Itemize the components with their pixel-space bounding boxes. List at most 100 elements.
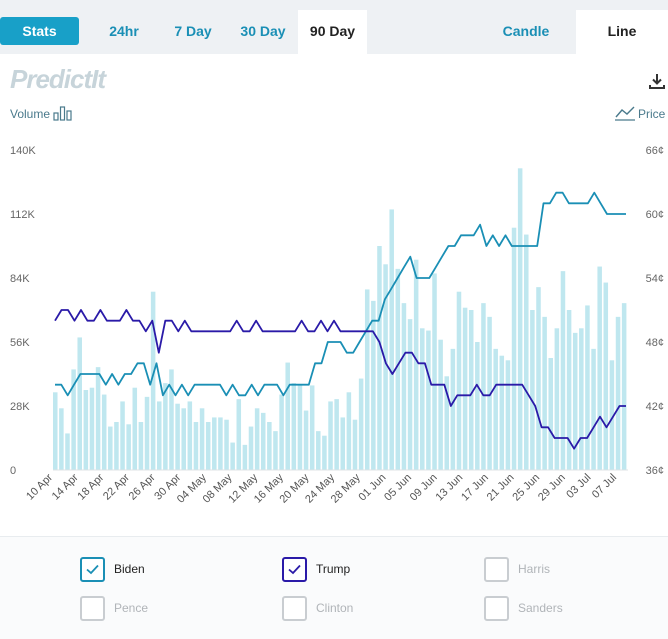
volume-bar bbox=[59, 408, 64, 470]
price-lines bbox=[54, 191, 626, 450]
volume-bar bbox=[199, 408, 205, 470]
volume-bar bbox=[285, 362, 290, 470]
volume-bar bbox=[603, 282, 609, 470]
volume-bar bbox=[101, 394, 107, 470]
candidate-legend: Biden Trump Harris Pence Clinton Sanders bbox=[0, 536, 668, 639]
volume-bar bbox=[358, 378, 364, 470]
volume-bar bbox=[542, 316, 547, 470]
volume-bar bbox=[511, 227, 517, 470]
download-icon[interactable] bbox=[648, 72, 666, 90]
volume-bar bbox=[615, 316, 621, 470]
volume-bar bbox=[413, 259, 419, 470]
volume-bar bbox=[566, 310, 572, 470]
volume-bar bbox=[260, 412, 266, 470]
volume-bar bbox=[150, 291, 156, 470]
volume-bar bbox=[144, 396, 150, 470]
tab-30-day[interactable]: 30 Day bbox=[240, 23, 286, 39]
volume-axis-label: Volume bbox=[10, 107, 51, 121]
volume-bar bbox=[560, 271, 566, 470]
x-axis-tick-label: 05 Jun bbox=[382, 472, 414, 504]
volume-bar bbox=[77, 337, 82, 470]
volume-bar bbox=[517, 168, 523, 470]
x-axis-tick-label: 10 Apr bbox=[24, 471, 55, 502]
volume-bar bbox=[481, 303, 486, 470]
left-axis-tick-label: 112K bbox=[10, 209, 36, 221]
volume-bar bbox=[212, 417, 217, 470]
clinton-checkbox[interactable] bbox=[282, 596, 307, 621]
volume-bar bbox=[254, 408, 260, 470]
volume-bar bbox=[291, 383, 297, 470]
volume-bar bbox=[395, 268, 401, 470]
tab-candle[interactable]: Candle bbox=[502, 23, 550, 39]
volume-bar bbox=[371, 300, 376, 470]
x-axis-tick-label: 03 Jul bbox=[564, 472, 593, 501]
sanders-checkbox[interactable] bbox=[484, 596, 509, 621]
volume-bar bbox=[456, 291, 462, 470]
harris-checkbox[interactable] bbox=[484, 557, 509, 582]
volume-bar bbox=[389, 209, 394, 470]
legend-label-biden: Biden bbox=[114, 562, 145, 576]
volume-bar bbox=[487, 316, 492, 470]
volume-bar bbox=[120, 401, 125, 470]
volume-bar bbox=[530, 310, 535, 470]
volume-bar bbox=[187, 401, 193, 470]
volume-bar bbox=[108, 426, 113, 470]
biden-checkbox[interactable] bbox=[80, 557, 105, 582]
tab-7-day[interactable]: 7 Day bbox=[174, 23, 212, 39]
volume-bar bbox=[462, 307, 468, 470]
volume-bar bbox=[316, 431, 321, 470]
legend-label-pence: Pence bbox=[114, 601, 149, 615]
volume-bar bbox=[83, 390, 89, 470]
volume-bar bbox=[450, 348, 456, 470]
volume-bar bbox=[169, 369, 174, 470]
volume-bar bbox=[224, 419, 229, 470]
volume-bar bbox=[524, 234, 529, 470]
x-axis-tick-label: 29 Jun bbox=[536, 472, 568, 504]
right-axis-tick-label: 36¢ bbox=[646, 465, 664, 477]
volume-bar bbox=[444, 376, 450, 470]
volume-bar bbox=[438, 339, 443, 470]
tab-90-day[interactable]: 90 Day bbox=[298, 10, 367, 54]
legend-label-sanders: Sanders bbox=[518, 601, 563, 615]
volume-bar bbox=[505, 360, 511, 470]
volume-bar bbox=[468, 310, 474, 470]
trump-checkbox[interactable] bbox=[282, 557, 307, 582]
x-axis-tick-label: 07 Jul bbox=[590, 472, 619, 501]
x-axis-tick-label: 21 Jun bbox=[485, 472, 517, 504]
price-volume-chart: 0 28K 56K 84K 112K 140K 36¢ 42¢ 48¢ 54¢ 60¢ 66¢ 10… bbox=[10, 145, 664, 506]
volume-bar bbox=[426, 330, 431, 470]
volume-bar bbox=[218, 417, 223, 470]
volume-bar bbox=[352, 419, 358, 470]
volume-bar bbox=[303, 410, 309, 470]
tab-line[interactable]: Line bbox=[576, 10, 668, 54]
price-axis-label: Price bbox=[638, 107, 666, 121]
volume-bar bbox=[597, 266, 602, 470]
volume-bar bbox=[432, 273, 437, 470]
volume-bar bbox=[609, 360, 615, 470]
x-axis-tick-label: 09 Jun bbox=[408, 472, 440, 504]
volume-bar bbox=[591, 348, 596, 470]
volume-bar bbox=[621, 303, 627, 470]
stats-button[interactable]: Stats bbox=[0, 17, 79, 45]
left-axis-ticks: 0 28K 56K 84K 112K 140K bbox=[10, 145, 36, 477]
right-axis-tick-label: 48¢ bbox=[646, 337, 664, 349]
tab-24hr[interactable]: 24hr bbox=[109, 23, 139, 39]
volume-bar bbox=[334, 399, 339, 470]
volume-bar bbox=[364, 289, 370, 470]
volume-bar bbox=[126, 424, 131, 470]
volume-bar bbox=[499, 355, 505, 470]
volume-bar bbox=[267, 422, 272, 470]
volume-bar bbox=[205, 422, 211, 470]
volume-bar bbox=[236, 399, 242, 470]
x-axis-tick-label: 26 Apr bbox=[127, 471, 158, 502]
volume-bar bbox=[585, 305, 590, 470]
volume-bar bbox=[383, 264, 388, 470]
x-axis-tick-label: 14 Apr bbox=[50, 471, 81, 502]
volume-bar bbox=[309, 385, 315, 470]
x-axis-tick-label: 01 Jun bbox=[357, 472, 389, 504]
volume-bar bbox=[89, 387, 95, 470]
pence-checkbox[interactable] bbox=[80, 596, 105, 621]
volume-bar bbox=[230, 442, 235, 470]
volume-bar bbox=[377, 246, 382, 470]
volume-bar bbox=[279, 394, 284, 470]
